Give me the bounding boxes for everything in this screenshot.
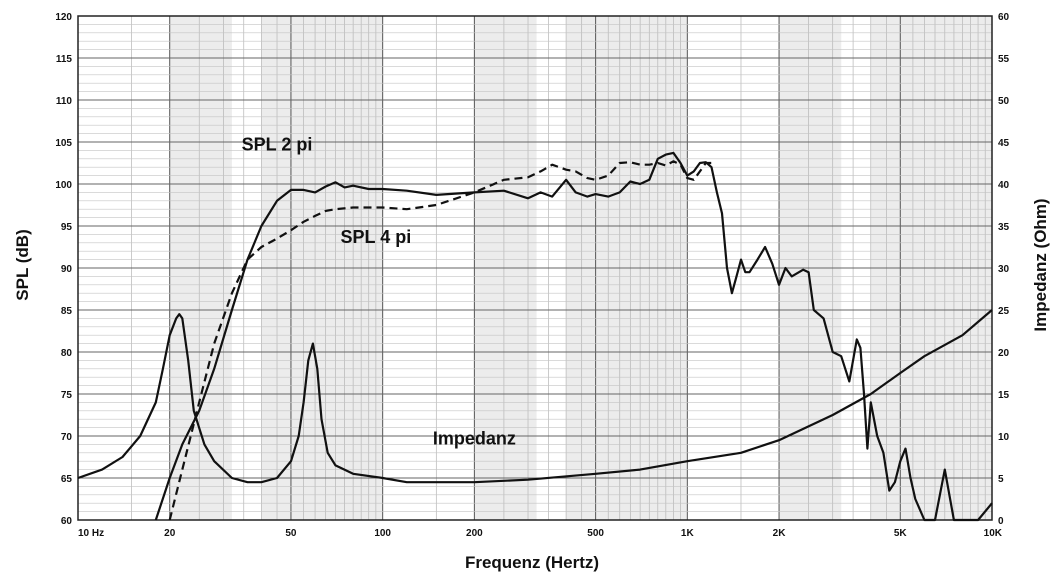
y2-tick-label: 35	[998, 222, 1010, 233]
y-tick-label: 75	[61, 390, 73, 401]
y-tick-label: 80	[61, 348, 73, 359]
y-tick-label: 100	[55, 180, 72, 191]
chart-curves	[77, 151, 993, 522]
y2-tick-label: 25	[998, 306, 1010, 317]
x-tick-label: 200	[466, 528, 483, 539]
plot-frame	[77, 15, 993, 521]
y2-tick-label: 10	[998, 432, 1010, 443]
x-tick-label: 1K	[681, 528, 695, 539]
y2-axis-title: Impedanz (Ohm)	[1031, 198, 1050, 331]
y2-tick-label: 45	[998, 138, 1010, 149]
y-tick-label: 85	[61, 306, 73, 317]
chart-grid	[77, 15, 993, 521]
y-tick-label: 90	[61, 264, 73, 275]
y2-tick-label: 20	[998, 348, 1010, 359]
x-tick-label: 2K	[773, 528, 787, 539]
y2-tick-label: 15	[998, 390, 1010, 401]
curve-label: SPL 2 pi	[242, 134, 313, 154]
x-axis-title: Frequenz (Hertz)	[465, 553, 599, 572]
y2-tick-label: 30	[998, 264, 1010, 275]
y2-tick-label: 55	[998, 54, 1010, 65]
x-tick-label: 100	[374, 528, 391, 539]
curve-label: Impedanz	[433, 428, 516, 448]
y-tick-label: 65	[61, 474, 73, 485]
y-tick-label: 115	[56, 54, 73, 65]
y2-tick-label: 40	[998, 180, 1010, 191]
y-tick-label: 120	[55, 12, 72, 23]
y-tick-label: 95	[61, 222, 73, 233]
y2-tick-label: 0	[998, 516, 1004, 527]
y2-tick-label: 60	[998, 12, 1010, 23]
y-tick-label: 70	[61, 432, 73, 443]
series-spl-2-pi	[154, 151, 993, 522]
curve-label: SPL 4 pi	[341, 227, 412, 247]
y-tick-label: 105	[55, 138, 72, 149]
x-tick-label: 500	[587, 528, 604, 539]
x-tick-label: 5K	[894, 528, 908, 539]
y-axis-title: SPL (dB)	[13, 229, 32, 300]
y-tick-label: 60	[61, 516, 73, 527]
series-spl-4-pi	[168, 160, 712, 521]
y2-tick-label: 5	[998, 474, 1004, 485]
y2-tick-label: 50	[998, 96, 1010, 107]
y-tick-label: 110	[56, 96, 73, 107]
x-tick-label: 20	[164, 528, 176, 539]
x-tick-label: 10K	[984, 528, 1003, 539]
x-tick-label: 50	[285, 528, 297, 539]
chart-annotations: SPL 2 pi SPL 4 pi Impedanz	[242, 134, 516, 448]
chart-ticks: 60 65 70 75 80 85 90 95 100 105 110 115 120 0 5 10 15 20 2…	[55, 12, 1009, 539]
series-impedanz	[77, 309, 993, 484]
x-tick-label: 10 Hz	[78, 528, 104, 539]
